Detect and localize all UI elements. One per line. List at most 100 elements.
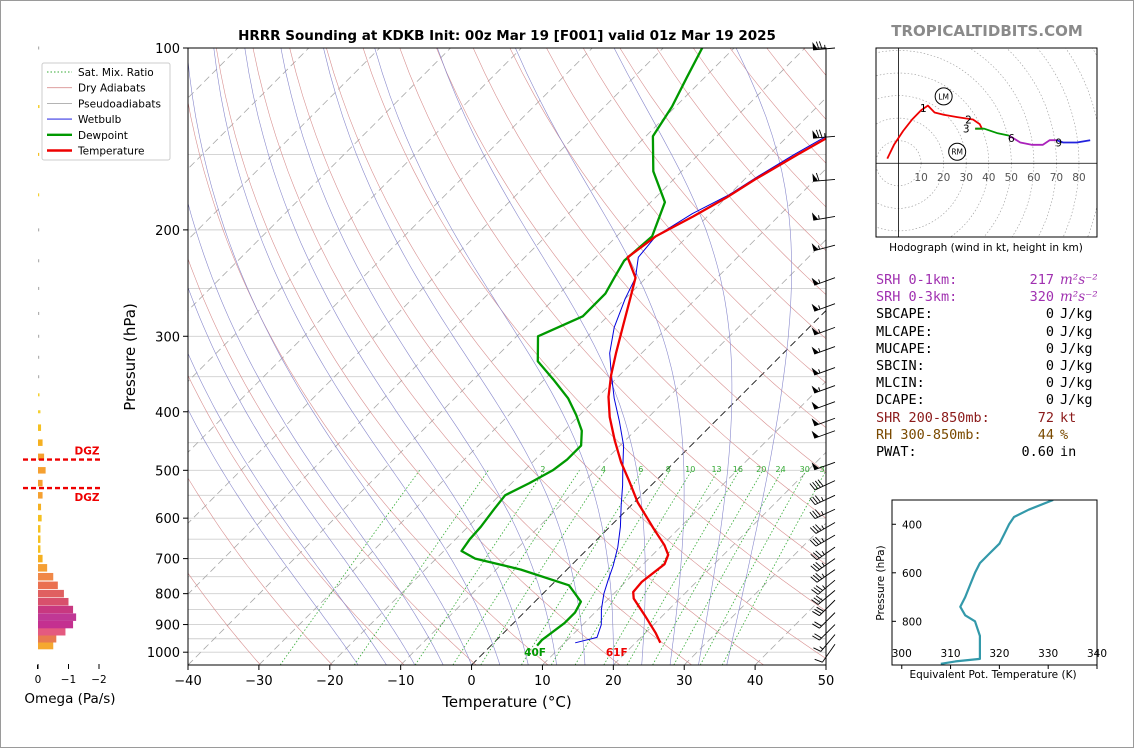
skewt-axes: −40 −30 −20 −10 0 10 20 30 40 50 1000 900 800 700 600 5…: [147, 42, 834, 689]
barb-staff: [815, 534, 836, 547]
barb-staff: [819, 624, 836, 641]
stat-label: SRH 0-3km:: [876, 289, 958, 306]
omega-x-axis-label: Omega (Pa/s): [24, 691, 115, 707]
legend-entry-label: Sat. Mix. Ratio: [78, 67, 154, 79]
hodograph-tick-label: 60: [1027, 172, 1040, 184]
wind-barb: [811, 589, 836, 605]
omega-bar: [38, 375, 40, 379]
barb-flag: [810, 576, 818, 583]
wind-barb: [811, 417, 836, 427]
barb-flag: [809, 527, 817, 534]
omega-bar: [38, 479, 43, 487]
skewt-panel: 2 4 6 8 10 13 16 20 24 30 36 −40 −30 −20 −10 0 10 20 30 40…: [41, 42, 834, 711]
barb-pennant: [811, 277, 820, 286]
skewt-legend: Sat. Mix. Ratio Dry Adiabats Pseudoadiabat…: [41, 62, 171, 161]
x-tick-label: 30: [676, 674, 693, 689]
wind-barb: [812, 172, 836, 182]
stat-value: 0: [1045, 358, 1054, 375]
dry-adiabat: [546, 48, 826, 384]
barb-staff: [817, 589, 836, 605]
barb-staff: [814, 326, 836, 336]
dry-adiabat: [509, 48, 826, 428]
wind-barb: [811, 243, 836, 252]
y-tick-label: 500: [155, 464, 180, 479]
barb-flag: [815, 41, 820, 50]
moist-adiabat: [188, 408, 359, 665]
barb-flag: [812, 563, 820, 570]
barb-pennant: [811, 212, 819, 221]
stat-row: MUCAPE: 0 J/kg: [876, 341, 1116, 358]
y-tick-label: 100: [155, 42, 180, 57]
wind-barb: [811, 461, 836, 471]
mixing-ratio-line: [521, 470, 643, 665]
dry-adiabat: [289, 48, 764, 665]
hodograph-segment: [1008, 134, 1057, 146]
hodograph-segment: [1056, 139, 1091, 144]
barb-flag: [814, 633, 822, 639]
dgz-label: DGZ: [75, 446, 100, 458]
moist-adiabat: [613, 48, 733, 665]
wind-barb: [809, 534, 836, 547]
wind-barb: [811, 579, 836, 595]
theta-e-x-tick-label: 300: [892, 648, 912, 660]
barb-flag: [817, 479, 824, 487]
dry-adiabat: [436, 48, 826, 519]
barb-half-flag: [821, 525, 825, 530]
stat-label: DCAPE:: [876, 392, 925, 409]
omega-bars: [38, 46, 77, 650]
mixing-ratio-label: 8: [666, 465, 671, 474]
barb-half-flag: [821, 573, 825, 578]
surface-annotations: 40F 61F: [524, 647, 627, 659]
stat-row: MLCAPE: 0 J/kg: [876, 324, 1116, 341]
barb-half-flag: [818, 305, 821, 310]
isotherm--70: [188, 48, 593, 453]
barb-staff: [814, 480, 836, 491]
stat-row: PWAT: 0.60 in: [876, 444, 1116, 461]
barb-staff: [816, 569, 836, 583]
isotherm--80: [188, 48, 522, 383]
legend-entry-label: Dewpoint: [78, 130, 128, 142]
storm-motion-marker: [934, 87, 953, 106]
mixing-ratio-label: 4: [601, 465, 606, 474]
wind-barb: [810, 569, 836, 583]
barb-half-flag: [821, 510, 824, 515]
barb-pennant: [811, 430, 820, 439]
barb-flag: [814, 608, 822, 614]
moist-adiabat: [244, 48, 529, 665]
barb-flag: [815, 562, 823, 569]
mixing-ratio-label: 2: [540, 465, 545, 474]
moist-adiabat: [515, 48, 685, 665]
barb-flag: [818, 129, 823, 138]
isotherm--90: [188, 48, 451, 312]
isotherm--20: [329, 168, 826, 665]
isotherm--10: [400, 239, 826, 665]
x-tick-label: 40: [747, 674, 764, 689]
barb-half-flag: [822, 585, 826, 589]
barb-pennant: [812, 173, 819, 182]
wind-barb: [811, 430, 836, 439]
omega-bar: [38, 286, 40, 290]
dry-adiabat: [188, 477, 333, 665]
barb-staff: [814, 367, 836, 376]
theta-e-y-tick-label: 400: [902, 519, 922, 531]
barb-half-flag: [821, 497, 824, 502]
mixing-ratio-label: 16: [733, 465, 743, 474]
hodograph-tick-label: 30: [960, 172, 973, 184]
wind-barb: [812, 599, 836, 617]
stat-unit: J/kg: [1060, 392, 1093, 409]
barb-staff: [814, 385, 836, 394]
barb-half-flag: [821, 562, 825, 567]
barb-staff: [819, 599, 836, 616]
omega-tick-label: 0: [35, 674, 42, 686]
y-tick-label: 700: [155, 553, 180, 568]
mixing-ratio-label: 24: [776, 465, 786, 474]
theta-e-y-tick-label: 800: [902, 616, 922, 628]
stat-value: 72: [1037, 409, 1054, 426]
barb-staff: [813, 244, 836, 252]
x-tick-label: 50: [818, 674, 835, 689]
skewt-axes-frame: [187, 47, 827, 666]
barb-staff: [819, 612, 836, 629]
stat-unit: kt: [1060, 409, 1077, 426]
mixing-ratio-line: [603, 470, 719, 665]
